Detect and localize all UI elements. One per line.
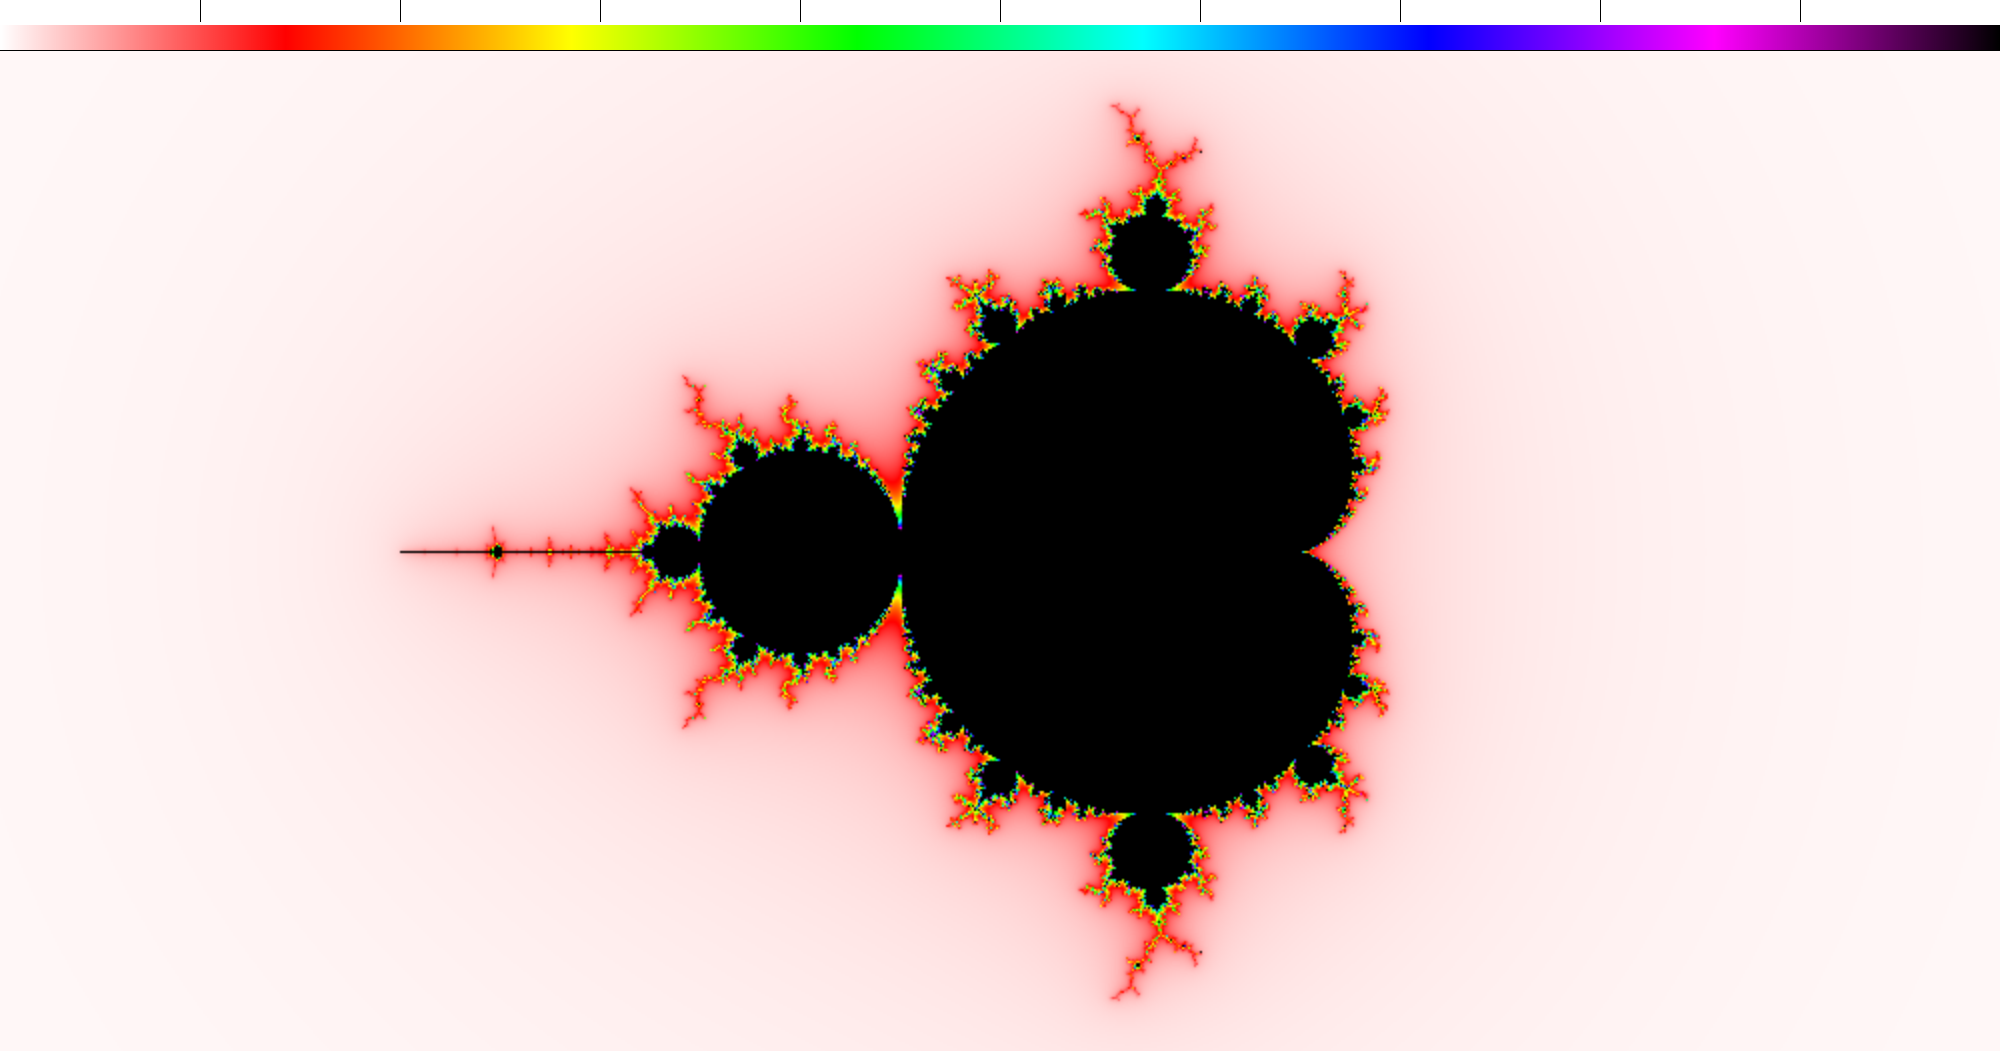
palette-gradient[interactable] bbox=[0, 25, 2000, 50]
palette-tick bbox=[400, 0, 401, 22]
palette-tick bbox=[800, 0, 801, 22]
palette-tick bbox=[1200, 0, 1201, 22]
palette-tick bbox=[1400, 0, 1401, 22]
palette-tick bbox=[200, 0, 201, 22]
palette-tick bbox=[1000, 0, 1001, 22]
palette-tick bbox=[1800, 0, 1801, 22]
palette-tick bbox=[1600, 0, 1601, 22]
palette-tick bbox=[600, 0, 601, 22]
mandelbrot-canvas[interactable] bbox=[0, 51, 2000, 1051]
color-palette-bar[interactable] bbox=[0, 0, 2000, 51]
